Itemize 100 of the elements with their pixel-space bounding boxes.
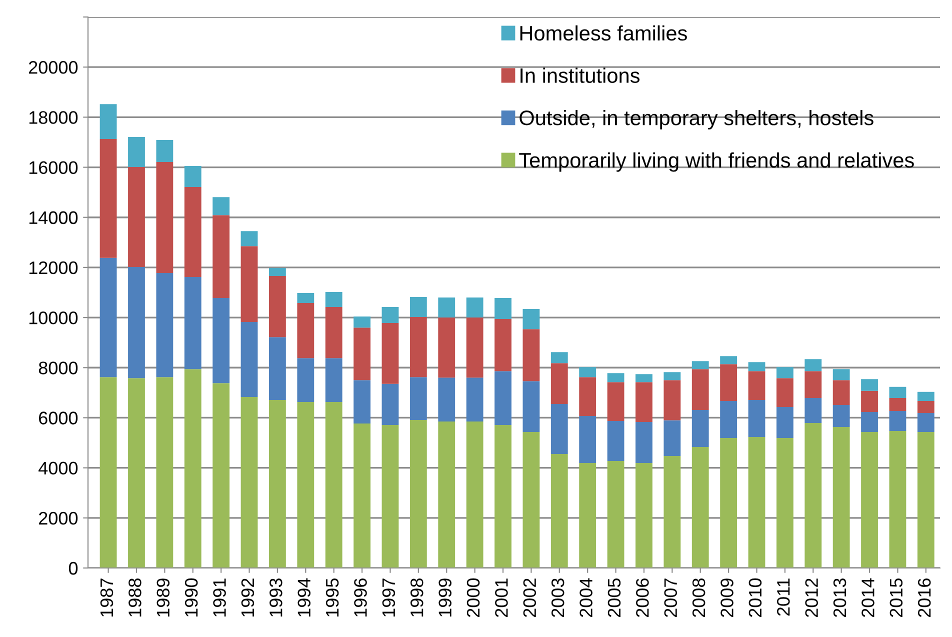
x-tick-label: 2003 bbox=[551, 578, 564, 617]
x-tick-label: 2004 bbox=[580, 578, 592, 617]
bar bbox=[889, 410, 906, 431]
x-tick-label: 2012 bbox=[805, 578, 818, 617]
bar bbox=[240, 396, 258, 568]
bar bbox=[636, 463, 652, 568]
x-tick-label: 1998 bbox=[410, 578, 424, 617]
bar bbox=[297, 303, 314, 358]
bar bbox=[720, 364, 738, 401]
bar bbox=[861, 412, 878, 432]
bar bbox=[100, 104, 117, 139]
bar bbox=[917, 432, 934, 568]
bar bbox=[325, 402, 342, 568]
bar bbox=[156, 162, 174, 273]
bar bbox=[100, 138, 117, 258]
legend-label: Temporarily living with friends and relatives bbox=[519, 152, 914, 172]
y-tick-label: 12000 bbox=[29, 261, 78, 274]
bar bbox=[636, 382, 652, 422]
bar bbox=[269, 400, 286, 568]
y-tick-label: 8000 bbox=[38, 362, 78, 374]
y-tick-label: 16000 bbox=[29, 161, 78, 174]
x-tick-label: 1990 bbox=[184, 578, 198, 617]
bar bbox=[156, 272, 174, 378]
bar bbox=[550, 454, 568, 568]
bar bbox=[579, 416, 596, 464]
bar bbox=[100, 258, 117, 378]
bar bbox=[410, 297, 427, 318]
bar bbox=[720, 400, 738, 438]
bar bbox=[297, 402, 314, 568]
legend-label: Outside, in temporary shelters, hostels bbox=[520, 110, 874, 130]
bar bbox=[184, 276, 202, 370]
bar bbox=[579, 377, 596, 416]
bar bbox=[156, 377, 174, 568]
x-tick-label: 2013 bbox=[833, 578, 846, 617]
bar bbox=[522, 309, 540, 330]
x-tick-label: 2016 bbox=[918, 578, 931, 617]
bar bbox=[212, 197, 230, 216]
bar bbox=[128, 378, 145, 568]
bar bbox=[184, 187, 202, 277]
bar bbox=[748, 437, 766, 568]
bar bbox=[438, 378, 456, 422]
x-tick-label: 2000 bbox=[466, 578, 480, 617]
bar bbox=[354, 328, 370, 380]
x-tick-label: 1995 bbox=[326, 578, 339, 617]
bar bbox=[889, 398, 906, 411]
bar bbox=[832, 369, 850, 380]
bar bbox=[438, 421, 456, 568]
y-tick-label: 4000 bbox=[38, 462, 78, 475]
bar bbox=[212, 383, 230, 568]
bar bbox=[664, 420, 681, 456]
bar bbox=[494, 424, 512, 568]
bar bbox=[269, 276, 286, 338]
bar bbox=[692, 369, 709, 410]
bar bbox=[720, 356, 738, 364]
x-tick-label: 1994 bbox=[298, 578, 310, 617]
bar bbox=[325, 292, 342, 308]
x-tick-label: 2010 bbox=[748, 578, 762, 617]
y-tick-label: 6000 bbox=[39, 412, 78, 424]
bar bbox=[522, 381, 540, 432]
bar bbox=[776, 378, 794, 407]
bar bbox=[410, 420, 427, 568]
bar bbox=[325, 307, 342, 358]
bar bbox=[607, 382, 624, 421]
bar bbox=[128, 266, 145, 378]
bar bbox=[804, 398, 822, 423]
x-tick-label: 2014 bbox=[862, 578, 874, 617]
bar bbox=[832, 426, 850, 568]
bar bbox=[889, 386, 906, 398]
bar bbox=[550, 352, 568, 364]
bar bbox=[917, 412, 934, 432]
bar bbox=[240, 231, 258, 246]
bar bbox=[382, 323, 399, 384]
bar bbox=[466, 318, 484, 378]
bar bbox=[494, 319, 512, 372]
bar bbox=[692, 361, 709, 370]
bar bbox=[748, 371, 766, 400]
bar bbox=[861, 390, 878, 412]
x-tick-label: 2015 bbox=[890, 578, 903, 617]
bar bbox=[917, 400, 934, 413]
y-tick-label: 18000 bbox=[29, 111, 78, 124]
bar bbox=[550, 404, 568, 454]
bar bbox=[522, 329, 540, 382]
bar bbox=[325, 358, 342, 402]
x-tick-label: 2007 bbox=[664, 578, 678, 617]
y-tick-label: 2000 bbox=[39, 512, 78, 525]
x-tick-label: 2006 bbox=[636, 578, 649, 617]
bar bbox=[297, 358, 314, 402]
bar bbox=[636, 422, 652, 464]
bar bbox=[494, 371, 512, 425]
bar bbox=[269, 337, 286, 400]
bar bbox=[550, 363, 568, 404]
bar bbox=[804, 359, 822, 372]
bar bbox=[212, 215, 230, 298]
legend-label: In institutions bbox=[520, 68, 640, 83]
bar bbox=[664, 456, 681, 568]
bar bbox=[438, 298, 456, 318]
bar bbox=[664, 380, 681, 420]
x-tick-label: 1992 bbox=[241, 578, 254, 617]
bar bbox=[607, 461, 624, 568]
bar bbox=[636, 374, 652, 382]
